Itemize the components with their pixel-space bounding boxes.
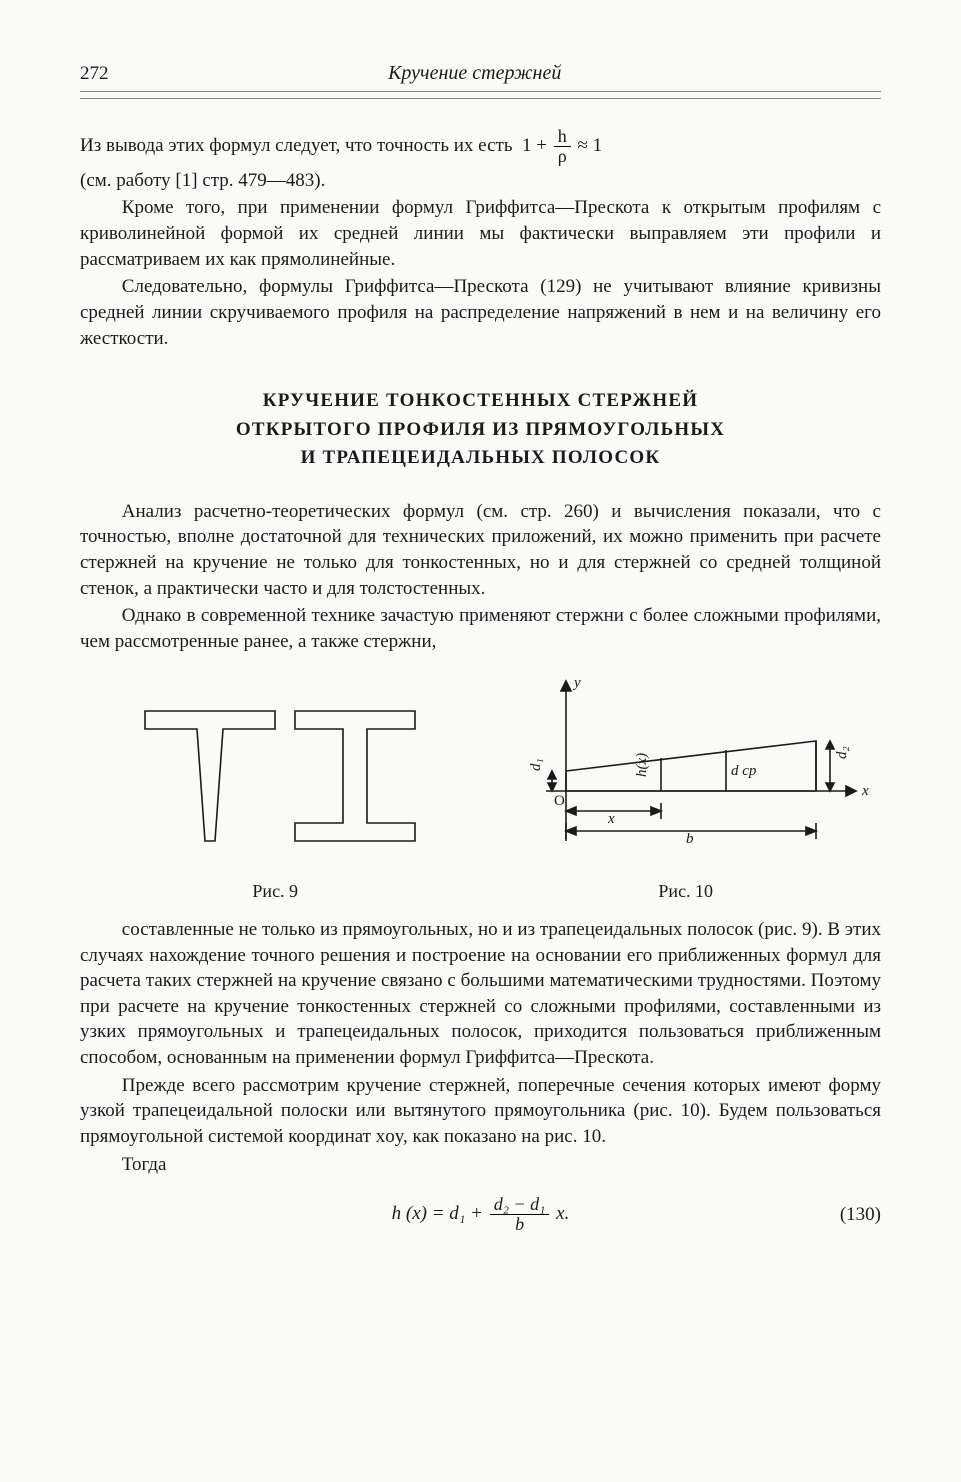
page-number: 272 <box>80 61 109 87</box>
paragraph-2: Кроме того, при применении формул Гриффи… <box>80 195 881 272</box>
eq130-num: d₂ − d₁ <box>490 1195 550 1215</box>
section-title: КРУЧЕНИЕ ТОНКОСТЕННЫХ СТЕРЖНЕЙ ОТКРЫТОГО… <box>80 387 881 473</box>
figure-10: y x O b x h(x) d ср d₁ d₂ Рис. 10 <box>491 671 882 903</box>
eq130-rhs: x. <box>556 1203 569 1224</box>
section-title-line3: И ТРАПЕЦЕИДАЛЬНЫХ ПОЛОСОК <box>80 444 881 473</box>
frac-den: ρ <box>554 147 571 166</box>
eq130-number: (130) <box>840 1202 881 1228</box>
frac-num: h <box>554 127 571 147</box>
section-title-line2: ОТКРЫТОГО ПРОФИЛЯ ИЗ ПРЯМОУГОЛЬНЫХ <box>80 416 881 445</box>
approx-text: ≈ 1 <box>577 135 602 156</box>
label-y: y <box>572 675 581 691</box>
figure-9-svg <box>125 671 425 861</box>
label-O: O <box>554 793 565 809</box>
paragraph-4: Анализ расчетно-теоретических формул (см… <box>80 499 881 602</box>
label-d1: d₁ <box>528 758 544 771</box>
paragraph-8: Тогда <box>80 1152 881 1178</box>
paragraph-1a: Из вывода этих формул следует, что точно… <box>80 127 881 166</box>
accuracy-formula: 1 + hρ ≈ 1 <box>517 135 602 156</box>
section-title-line1: КРУЧЕНИЕ ТОНКОСТЕННЫХ СТЕРЖНЕЙ <box>80 387 881 416</box>
figure-9-caption: Рис. 9 <box>80 879 471 903</box>
paragraph-1b: (см. работу [1] стр. 479—483). <box>80 168 881 194</box>
paragraph-7: Прежде всего рассмотрим кручение стержне… <box>80 1073 881 1150</box>
eq130-lhs: h (x) = d₁ + <box>392 1203 483 1224</box>
label-b: b <box>686 831 694 847</box>
eq130-den: b <box>490 1215 550 1234</box>
paragraph-3: Следовательно, формулы Гриффитса—Прескот… <box>80 274 881 351</box>
page-header: 272 Кручение стержней <box>80 60 881 92</box>
para1a-text: Из вывода этих формул следует, что точно… <box>80 135 513 156</box>
figure-10-caption: Рис. 10 <box>491 879 882 903</box>
figure-row: Рис. 9 <box>80 671 881 903</box>
figure-9: Рис. 9 <box>80 671 471 903</box>
label-xvar: x <box>607 811 615 827</box>
equation-130: h (x) = d₁ + d₂ − d₁ b x. (130) <box>80 1195 881 1234</box>
label-h: h(x) <box>634 752 650 776</box>
label-x: x <box>861 783 869 799</box>
figure-10-svg: y x O b x h(x) d ср d₁ d₂ <box>496 671 876 861</box>
paragraph-5: Однако в современной технике зачастую пр… <box>80 603 881 654</box>
header-rule <box>80 98 881 99</box>
label-dcp: d ср <box>731 763 757 779</box>
running-title: Кручение стержней <box>109 60 842 87</box>
paragraph-6: составленные не только из прямоугольных,… <box>80 917 881 1071</box>
label-d2: d₂ <box>834 746 850 759</box>
